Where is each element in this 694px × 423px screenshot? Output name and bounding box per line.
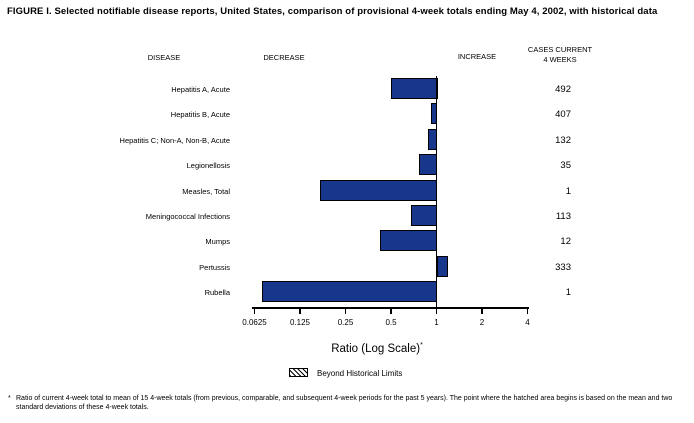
cases-value: 333 <box>555 261 571 273</box>
cases-value: 1 <box>565 185 571 197</box>
row-label: Rubella <box>204 288 230 298</box>
row-label: Hepatitis A, Acute <box>171 85 230 94</box>
x-axis-tick-label: 4 <box>525 318 530 327</box>
column-header-cases: CASES CURRENT 4 WEEKS <box>528 45 592 64</box>
x-axis-tick <box>299 308 301 314</box>
column-header-decrease: DECREASE <box>263 53 305 62</box>
row-label: Legionellosis <box>186 161 230 171</box>
column-header-disease: DISEASE <box>147 53 181 62</box>
x-axis-tick <box>344 308 347 314</box>
legend-hatch-swatch <box>289 368 308 377</box>
x-axis-tick <box>435 308 438 314</box>
cases-value: 1 <box>565 287 571 299</box>
x-axis-tick-label: 0.5 <box>385 318 397 327</box>
x-axis-tick-label: 0.25 <box>337 318 354 327</box>
footnote-text: Ratio of current 4-week total to mean of… <box>16 395 673 411</box>
legend-label: Beyond Historical Limits <box>317 369 403 378</box>
ratio-bar <box>320 179 438 201</box>
column-header-cases-line2: 4 WEEKS <box>543 54 577 64</box>
x-axis-tick <box>253 308 256 314</box>
row-label: Hepatitis B, Acute <box>170 110 230 120</box>
x-axis-tick-label: 1 <box>434 318 439 327</box>
cases-value: 35 <box>560 160 571 172</box>
baseline-ratio-1-line <box>435 76 438 308</box>
x-axis-label-footnote-marker: * <box>420 342 423 349</box>
ratio-bar <box>379 230 438 252</box>
cases-value: 132 <box>555 134 571 146</box>
ratio-bar <box>391 78 438 99</box>
x-axis-tick-label: 0.125 <box>289 318 311 327</box>
row-label: Pertussis <box>199 262 230 272</box>
x-axis-tick <box>526 308 529 314</box>
row-label: Mumps <box>205 237 230 247</box>
x-axis-tick-label: 0.0625 <box>242 318 267 327</box>
x-axis-tick <box>481 308 483 314</box>
x-axis-label: Ratio (Log Scale)* <box>331 342 423 355</box>
ratio-bar <box>436 255 448 277</box>
column-header-cases-line1: CASES CURRENT <box>527 45 593 54</box>
x-axis-tick <box>390 308 392 314</box>
x-axis-label-text: Ratio (Log Scale) <box>331 342 421 355</box>
row-label: Hepatitis C; Non-A, Non-B, Acute <box>119 135 230 145</box>
row-label: Measles, Total <box>182 186 230 196</box>
footnote-marker: * <box>8 395 11 402</box>
column-header-increase: INCREASE <box>457 52 497 61</box>
row-label: Meningococcal Infections <box>145 212 230 221</box>
cases-value: 113 <box>555 211 571 222</box>
figure-title: FIGURE I. Selected notifiable disease re… <box>7 6 658 17</box>
x-axis-tick-label: 2 <box>479 318 485 327</box>
cases-value: 492 <box>555 84 571 95</box>
cases-value: 12 <box>560 236 571 248</box>
ratio-bar <box>411 205 438 226</box>
footnote: * Ratio of current 4-week total to mean … <box>8 394 686 412</box>
ratio-bar <box>261 281 438 303</box>
x-axis-line <box>252 307 529 309</box>
cases-value: 407 <box>555 109 571 121</box>
